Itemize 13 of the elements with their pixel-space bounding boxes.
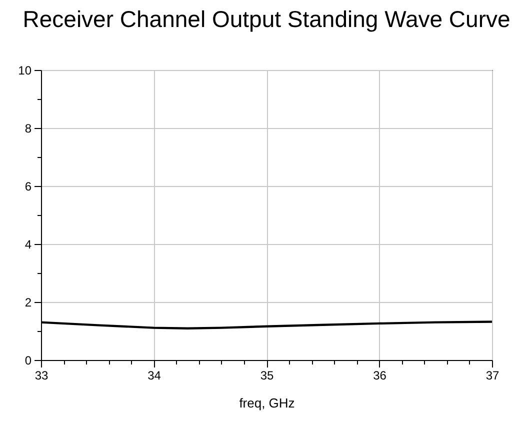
y-tick-label: 6 — [24, 180, 32, 194]
x-axis-title: freq, GHz — [239, 396, 295, 410]
x-tick-label: 37 — [486, 368, 500, 382]
y-tick-label: 0 — [24, 354, 32, 368]
x-tick-label: 35 — [260, 368, 274, 382]
y-tick-label: 2 — [24, 296, 32, 310]
x-tick-label: 33 — [34, 368, 48, 382]
y-tick-label: 8 — [24, 122, 32, 136]
y-tick-label: 4 — [24, 238, 32, 252]
x-tick-label: 36 — [373, 368, 387, 382]
x-tick-label: 34 — [148, 368, 162, 382]
y-tick-label: 10 — [18, 64, 32, 78]
chart-title: Receiver Channel Output Standing Wave Curve — [22, 6, 510, 32]
